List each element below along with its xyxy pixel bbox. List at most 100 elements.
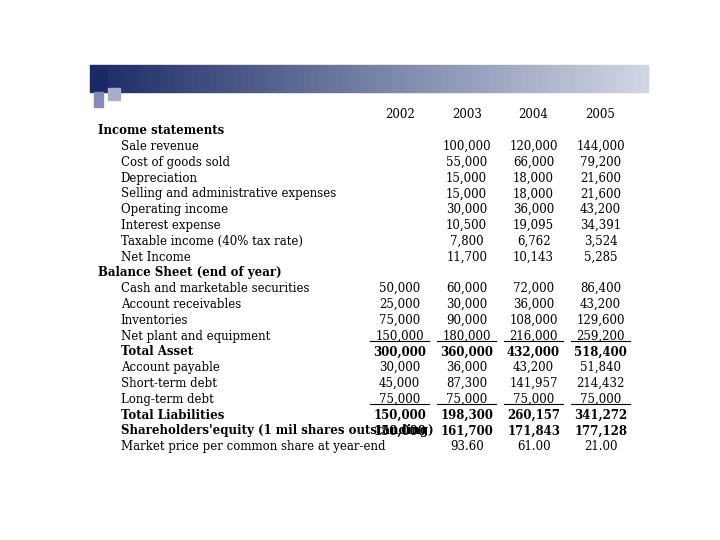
Text: 34,391: 34,391 (580, 219, 621, 232)
Bar (564, 65, 569, 92)
Text: 50,000: 50,000 (379, 282, 420, 295)
Bar (294, 65, 300, 92)
Bar (532, 65, 536, 92)
Bar (559, 65, 564, 92)
Bar (523, 65, 527, 92)
Bar (601, 65, 606, 92)
Bar (94, 71, 107, 89)
Bar (629, 65, 634, 92)
Bar (369, 65, 374, 92)
Bar (504, 65, 508, 92)
Bar (309, 65, 313, 92)
Bar (495, 65, 499, 92)
Bar (262, 65, 266, 92)
Text: Net plant and equipment: Net plant and equipment (121, 329, 270, 343)
Bar (220, 65, 225, 92)
Text: 19,095: 19,095 (513, 219, 554, 232)
Bar (155, 65, 160, 92)
Text: 144,000: 144,000 (576, 140, 625, 153)
Bar (555, 65, 559, 92)
Bar (118, 65, 122, 92)
Text: 21.00: 21.00 (584, 440, 617, 453)
Bar (318, 65, 323, 92)
Text: Total Liabilities: Total Liabilities (121, 409, 224, 422)
Bar (202, 65, 206, 92)
Text: 216,000: 216,000 (509, 329, 558, 343)
Bar (174, 65, 179, 92)
Text: 18,000: 18,000 (513, 187, 554, 200)
Text: 36,000: 36,000 (446, 361, 487, 374)
Text: 21,600: 21,600 (580, 172, 621, 185)
Bar (434, 65, 438, 92)
Bar (425, 65, 429, 92)
Bar (546, 65, 550, 92)
Bar (588, 65, 592, 92)
Bar (578, 65, 583, 92)
Bar (304, 65, 309, 92)
Bar (225, 65, 230, 92)
Bar (239, 65, 243, 92)
Bar (300, 65, 304, 92)
Text: 150,000: 150,000 (375, 329, 424, 343)
Text: Cost of goods sold: Cost of goods sold (121, 156, 230, 169)
Text: 75,000: 75,000 (580, 393, 621, 406)
Bar (583, 65, 588, 92)
Text: Market price per common share at year-end: Market price per common share at year-en… (121, 440, 385, 453)
Bar (429, 65, 434, 92)
Bar (378, 65, 383, 92)
Text: 43,200: 43,200 (580, 203, 621, 216)
Bar (397, 65, 402, 92)
Text: 21,600: 21,600 (580, 187, 621, 200)
Text: 518,400: 518,400 (574, 346, 627, 359)
Bar (406, 65, 411, 92)
Text: 5,285: 5,285 (584, 251, 617, 264)
Bar (383, 65, 387, 92)
Text: 75,000: 75,000 (513, 393, 554, 406)
Bar (438, 65, 444, 92)
Bar (271, 65, 276, 92)
Bar (634, 65, 639, 92)
Text: 75,000: 75,000 (446, 393, 487, 406)
Bar (448, 65, 453, 92)
Bar (150, 65, 155, 92)
Bar (508, 65, 513, 92)
Bar (611, 65, 616, 92)
Bar (360, 65, 364, 92)
Bar (593, 65, 597, 92)
Text: 360,000: 360,000 (440, 346, 493, 359)
Text: 61.00: 61.00 (517, 440, 550, 453)
Bar (94, 92, 104, 107)
Bar (266, 65, 271, 92)
Bar (132, 65, 137, 92)
Text: Depreciation: Depreciation (121, 172, 198, 185)
Text: 129,600: 129,600 (576, 314, 625, 327)
Bar (490, 65, 495, 92)
Bar (230, 65, 234, 92)
Bar (122, 65, 127, 92)
Bar (323, 65, 327, 92)
Bar (234, 65, 239, 92)
Bar (392, 65, 397, 92)
Text: 55,000: 55,000 (446, 156, 487, 169)
Text: Long-term debt: Long-term debt (121, 393, 213, 406)
Bar (285, 65, 290, 92)
Bar (192, 65, 197, 92)
Text: Selling and administrative expenses: Selling and administrative expenses (121, 187, 336, 200)
Text: 79,200: 79,200 (580, 156, 621, 169)
Bar (472, 65, 476, 92)
Text: 2005: 2005 (585, 109, 616, 122)
Bar (145, 65, 150, 92)
Bar (457, 65, 462, 92)
Text: 93.60: 93.60 (450, 440, 484, 453)
Text: 150,000: 150,000 (373, 409, 426, 422)
Bar (127, 65, 132, 92)
Bar (113, 65, 118, 92)
Bar (104, 65, 109, 92)
Bar (485, 65, 490, 92)
Text: 60,000: 60,000 (446, 282, 487, 295)
Text: 108,000: 108,000 (509, 314, 558, 327)
Text: Operating income: Operating income (121, 203, 228, 216)
Text: Balance Sheet (end of year): Balance Sheet (end of year) (99, 266, 282, 280)
Text: 7,800: 7,800 (450, 235, 483, 248)
Bar (415, 65, 420, 92)
